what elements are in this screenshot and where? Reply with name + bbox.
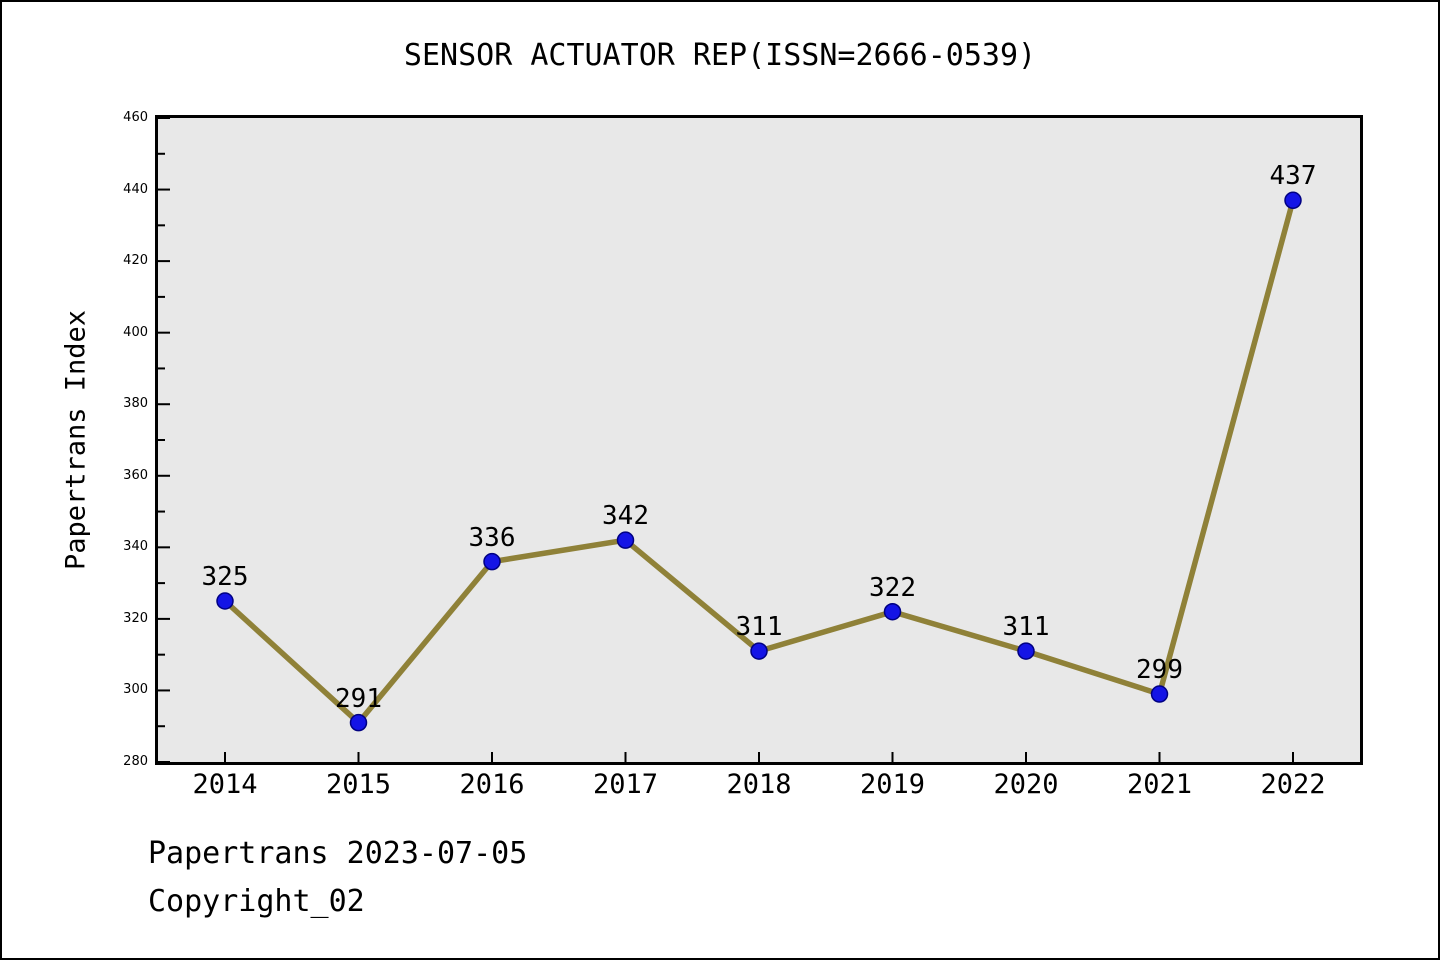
y-tick-label: 340: [123, 539, 148, 555]
line-chart-svg: [158, 117, 1302, 763]
y-tick-label: 280: [123, 754, 148, 769]
y-tick-label: 360: [123, 467, 148, 483]
footer-date: Papertrans 2023-07-05: [148, 836, 528, 871]
chart-title: SENSOR ACTUATOR REP(ISSN=2666-0539): [403, 38, 1037, 73]
x-tick-label: 2022: [1260, 769, 1326, 800]
x-tick-label: 2021: [1126, 769, 1193, 800]
x-tick-label: 2016: [459, 769, 525, 800]
y-axis-label: Papertrans Index: [60, 309, 92, 571]
data-point-marker: [1017, 642, 1035, 660]
y-tick-label: 380: [123, 396, 148, 412]
data-point-marker: [616, 531, 635, 549]
footer-copyright: Copyright_02: [148, 884, 365, 919]
y-tick-label: 460: [123, 110, 148, 125]
x-tick-label: 2014: [192, 769, 258, 800]
data-point-marker: [216, 592, 234, 610]
data-point-marker: [483, 552, 501, 571]
data-point-marker: [349, 713, 368, 732]
y-tick-label: 440: [123, 181, 148, 197]
x-tick-label: 2015: [325, 769, 392, 800]
data-point-marker: [1150, 685, 1169, 703]
data-point-marker: [883, 602, 902, 621]
plot-area: 325 291 336 342 311 322 311 299 437: [155, 115, 1363, 765]
y-tick-label: 320: [123, 610, 148, 626]
data-point-marker: [1284, 191, 1302, 210]
x-tick-label: 2019: [859, 769, 926, 800]
y-tick-label: 300: [123, 682, 148, 698]
x-tick-label: 2018: [726, 769, 792, 800]
x-tick-label: 2020: [993, 769, 1059, 800]
y-tick-label: 400: [123, 324, 148, 340]
x-tick-label: 2017: [592, 769, 659, 800]
y-tick-label: 420: [123, 253, 148, 269]
data-point-marker: [750, 642, 768, 660]
